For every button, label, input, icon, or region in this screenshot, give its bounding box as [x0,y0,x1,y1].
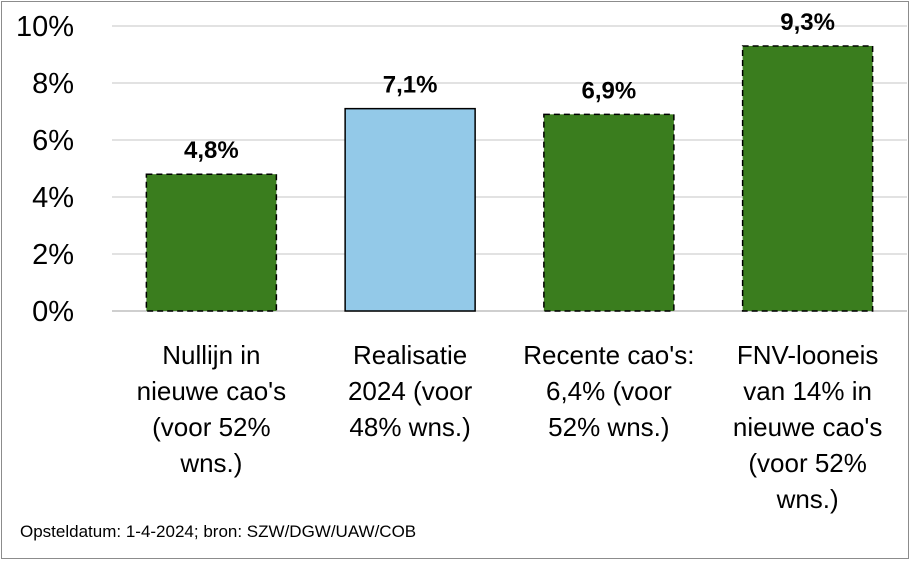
x-category-label-line: 2024 (voor [348,376,473,406]
x-category-label-line: 48% wns.) [349,412,470,442]
x-category-label-line: wns.) [776,484,839,514]
bar [145,173,278,312]
bar [344,107,476,312]
x-category-label-line: 52% wns.) [548,412,669,442]
data-label: 9,3% [780,9,835,36]
x-category-label: Recente cao's: 6,4% (voor 52% wns.) [523,340,694,442]
y-tick-label: 4% [32,182,74,214]
data-label: 4,8% [184,137,239,164]
x-category-label-line: 6,4% (voor [546,376,672,406]
bar [543,113,675,312]
bar-chart: 0% 2% 4% 6% 8% 10% 4,8% Nullijn in nieuwe cao's (… [16,9,907,514]
x-category-label-line: Realisatie [353,340,467,370]
x-category-label-line: nieuwe cao's [733,412,883,442]
x-category-label: Nullijn in nieuwe cao's (voor 52% wns.) [137,340,287,478]
y-tick-label: 0% [32,296,74,328]
source-footnote: Opsteldatum: 1-4-2024; bron: SZW/DGW/UAW… [20,522,417,541]
y-tick-label: 10% [16,11,74,43]
y-tick-label: 6% [32,125,74,157]
x-category-label-line: Recente cao's: [523,340,694,370]
y-tick-label: 2% [32,239,74,271]
x-category-label-line: Nullijn in [162,340,260,370]
x-category-label-line: nieuwe cao's [137,376,287,406]
x-category-label-line: van 14% in [743,376,872,406]
y-tick-label: 8% [32,68,74,100]
bar [741,45,874,312]
x-category-label: FNV-looneis van 14% in nieuwe cao's (voor 5… [733,340,883,514]
data-label: 6,9% [582,77,637,104]
x-category-label: Realisatie 2024 (voor 48% wns.) [348,340,473,442]
x-category-label-line: (voor 52% [152,412,271,442]
x-category-label-line: wns.) [179,448,242,478]
x-category-label-line: FNV-looneis [737,340,879,370]
data-label: 7,1% [383,72,438,99]
x-category-label-line: (voor 52% [748,448,867,478]
